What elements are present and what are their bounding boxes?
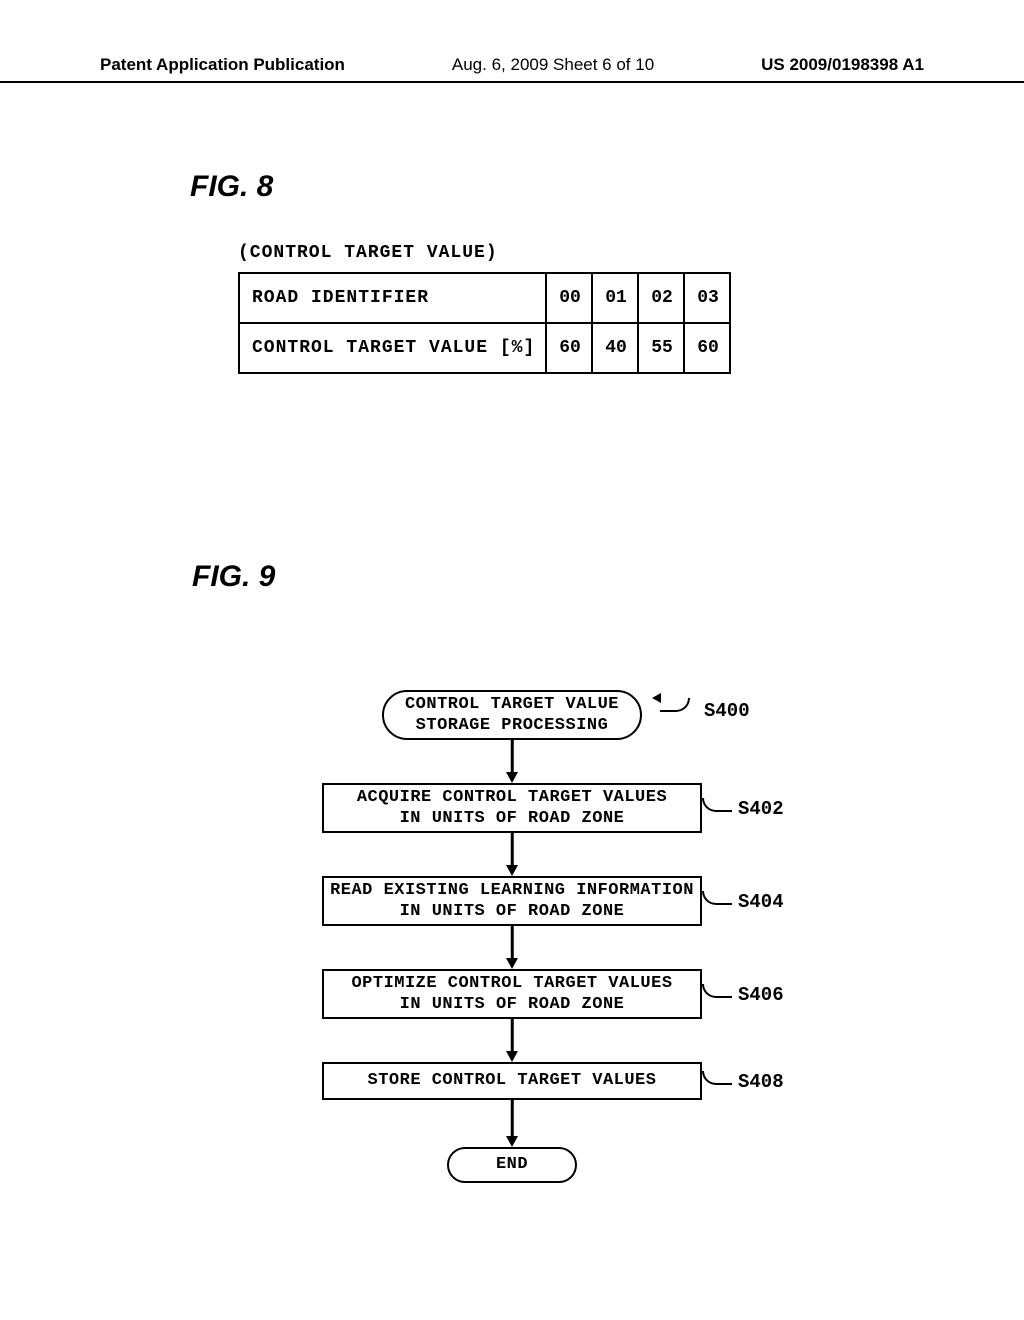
flow-step: READ EXISTING LEARNING INFORMATION IN UN… [322, 876, 702, 926]
step-tag: S402 [738, 798, 784, 820]
flow-step: STORE CONTROL TARGET VALUES [322, 1062, 702, 1100]
arrow-down-icon [506, 958, 518, 969]
step-tag: S406 [738, 984, 784, 1006]
fig8-caption: (CONTROL TARGET VALUE) [238, 243, 498, 263]
cell: 01 [592, 273, 638, 323]
flow-start: CONTROL TARGET VALUE STORAGE PROCESSING [382, 690, 642, 740]
page: Patent Application Publication Aug. 6, 2… [0, 0, 1024, 1320]
flow-start-text: CONTROL TARGET VALUE STORAGE PROCESSING [405, 694, 619, 737]
header-mid: Aug. 6, 2009 Sheet 6 of 10 [452, 55, 654, 75]
arrow-line [511, 740, 514, 774]
arrow-down-icon [506, 772, 518, 783]
table-row: ROAD IDENTIFIER 00 01 02 03 [239, 273, 730, 323]
flow-step-text: OPTIMIZE CONTROL TARGET VALUES IN UNITS … [351, 973, 672, 1016]
flow-step-text: STORE CONTROL TARGET VALUES [368, 1070, 657, 1091]
flow-end-text: END [496, 1154, 528, 1175]
row-label: CONTROL TARGET VALUE [%] [239, 323, 546, 373]
cell: 02 [638, 273, 684, 323]
cell: 40 [592, 323, 638, 373]
cell: 00 [546, 273, 592, 323]
step-tag: S404 [738, 891, 784, 913]
arrow-line [511, 926, 514, 960]
cell: 55 [638, 323, 684, 373]
fig8-label: FIG. 8 [190, 170, 273, 204]
fig9-label: FIG. 9 [192, 560, 275, 594]
row-label: ROAD IDENTIFIER [239, 273, 546, 323]
arrow-down-icon [506, 1136, 518, 1147]
flow-step: OPTIMIZE CONTROL TARGET VALUES IN UNITS … [322, 969, 702, 1019]
arrow-line [511, 833, 514, 867]
lead-line [702, 984, 732, 998]
flow-end: END [447, 1147, 577, 1183]
flow-step: ACQUIRE CONTROL TARGET VALUES IN UNITS O… [322, 783, 702, 833]
lead-line [702, 798, 732, 812]
arrow-down-icon [506, 1051, 518, 1062]
lead-line [702, 891, 732, 905]
lead-line [660, 698, 690, 712]
page-header: Patent Application Publication Aug. 6, 2… [0, 55, 1024, 83]
header-right: US 2009/0198398 A1 [761, 55, 924, 75]
arrow-line [511, 1100, 514, 1138]
step-tag: S400 [704, 700, 750, 722]
lead-arrow-icon [652, 693, 661, 703]
flow-step-text: ACQUIRE CONTROL TARGET VALUES IN UNITS O… [357, 787, 667, 830]
arrow-down-icon [506, 865, 518, 876]
lead-line [702, 1071, 732, 1085]
cell: 60 [684, 323, 730, 373]
cell: 03 [684, 273, 730, 323]
flow-step-text: READ EXISTING LEARNING INFORMATION IN UN… [330, 880, 694, 923]
control-target-table: ROAD IDENTIFIER 00 01 02 03 CONTROL TARG… [238, 272, 731, 374]
arrow-line [511, 1019, 514, 1053]
cell: 60 [546, 323, 592, 373]
table-row: CONTROL TARGET VALUE [%] 60 40 55 60 [239, 323, 730, 373]
step-tag: S408 [738, 1071, 784, 1093]
fig8-table-wrap: ROAD IDENTIFIER 00 01 02 03 CONTROL TARG… [238, 272, 731, 374]
header-left: Patent Application Publication [100, 55, 345, 75]
